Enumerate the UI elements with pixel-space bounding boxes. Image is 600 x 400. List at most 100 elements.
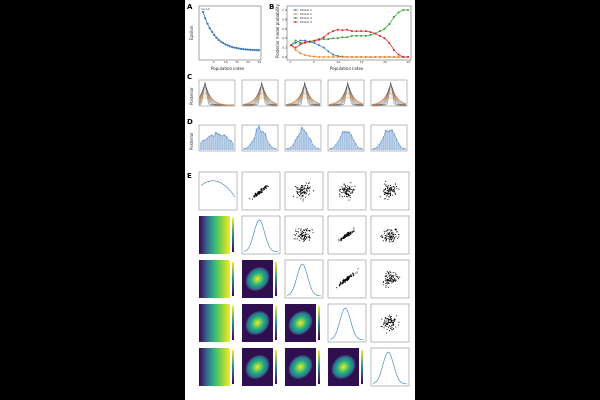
pair-scatter-point <box>384 232 386 234</box>
pair-scatter-point <box>390 274 392 276</box>
pair-scatter-point <box>299 194 301 196</box>
pair-scatter-point <box>308 230 310 232</box>
panel-c-plots <box>198 79 408 107</box>
pair-scatter-point <box>343 187 345 189</box>
epsilon-point <box>244 48 247 51</box>
pair-scatter-point <box>344 234 347 236</box>
pair-scatter-point <box>339 190 341 192</box>
pair-scatter-point <box>390 195 392 197</box>
histogram-bar <box>243 148 245 150</box>
histogram-bar <box>255 128 258 150</box>
pair-scatter-point <box>306 227 308 229</box>
pair-scatter-point <box>386 194 388 196</box>
pair-scatter-point <box>308 190 310 192</box>
pair-scatter-point <box>390 278 393 280</box>
pair-scatter-point <box>258 193 260 195</box>
pair-scatter-point <box>393 188 396 190</box>
pair-scatter-point <box>306 230 308 232</box>
pair-scatter-point <box>346 233 348 235</box>
pair-scatter-point <box>295 230 297 232</box>
histogram-bar <box>225 136 228 150</box>
pair-scatter-point <box>387 320 389 322</box>
panel-a-xlabel: Population index <box>211 66 245 71</box>
posterior-density-curve <box>199 98 235 106</box>
posterior-density-curve <box>328 98 364 105</box>
series-point <box>360 34 363 37</box>
pair-scatter-point <box>339 189 341 191</box>
histogram-bar <box>331 148 334 150</box>
pair-scatter-point <box>353 273 355 275</box>
pair-colorbar <box>275 350 277 384</box>
pair-scatter-point <box>385 195 387 197</box>
pair-scatter-point <box>387 233 389 235</box>
pair-scatter-point <box>346 186 348 189</box>
pair-scatter-point <box>391 194 393 196</box>
pair-scatter-point <box>385 185 387 187</box>
pair-scatter-point <box>391 282 393 284</box>
histogram-bar <box>260 130 262 150</box>
pair-scatter-point <box>261 190 263 192</box>
pair-scatter-point <box>308 182 310 184</box>
pair-scatter-point <box>350 231 352 233</box>
pair-scatter-point <box>385 272 387 274</box>
series-point <box>397 53 400 56</box>
pair-scatter-point <box>387 186 389 188</box>
pair-scatter-point <box>380 325 382 327</box>
pair-scatter-point <box>300 196 302 198</box>
pair-scatter-point <box>346 190 348 192</box>
pair-scatter-point <box>349 186 351 188</box>
pair-scatter-point <box>385 318 387 320</box>
series-point <box>341 56 344 58</box>
series-point <box>327 56 330 58</box>
pair-scatter-point <box>395 279 397 281</box>
pair-scatter-point <box>396 315 398 317</box>
histogram-bar <box>245 148 248 150</box>
pair-scatter-point <box>307 186 309 188</box>
pair-scatter-point <box>347 278 349 280</box>
pair-scatter-point <box>296 193 298 195</box>
pair-scatter-point <box>305 187 307 190</box>
epsilon-point <box>253 48 256 52</box>
histogram-bar <box>307 136 310 150</box>
pair-scatter-point <box>393 235 395 237</box>
pair-scatter-point <box>302 231 304 233</box>
pair-scatter-point <box>345 188 347 190</box>
pair-scatter-point <box>392 231 394 233</box>
series-point <box>308 40 311 43</box>
pair-scatter-point <box>350 192 352 195</box>
pair-scatter-point <box>296 196 298 198</box>
histogram-bar <box>399 146 402 150</box>
legend-marker <box>294 17 297 19</box>
pair-scatter-point <box>391 329 393 331</box>
histogram-bar <box>227 139 230 150</box>
pair-colorbar <box>318 350 320 384</box>
pair-scatter-point <box>342 282 344 284</box>
pair-scatter-point <box>395 233 397 235</box>
pair-scatter-point <box>385 279 387 281</box>
pair-scatter-point <box>390 233 392 235</box>
series-point <box>369 31 372 34</box>
pair-scatter-point <box>296 233 298 235</box>
panel-b-ytick: 0.4 <box>282 36 287 40</box>
series-point <box>369 33 372 36</box>
epsilon-point <box>201 10 205 14</box>
pair-scatter-axes <box>241 171 281 211</box>
pair-scatter-point <box>306 188 308 190</box>
histogram-bar <box>403 148 406 150</box>
pair-scatter-point <box>389 325 391 328</box>
pair-scatter-point <box>261 188 263 191</box>
histogram-bar <box>305 131 308 150</box>
pair-scatter-point <box>386 283 388 285</box>
posterior-density-curve <box>243 89 278 106</box>
histogram-bar <box>303 129 305 150</box>
pair-scatter-point <box>353 275 355 277</box>
histogram-bar <box>333 146 336 150</box>
series-point <box>378 34 381 37</box>
pair-scatter-point <box>344 190 346 192</box>
histogram-bar <box>386 130 389 150</box>
legend-marker <box>294 9 297 11</box>
histogram-bar <box>266 140 269 150</box>
pair-scatter-point <box>299 187 301 189</box>
pair-colorbar <box>232 350 234 384</box>
pair-scatter-point <box>387 191 389 193</box>
